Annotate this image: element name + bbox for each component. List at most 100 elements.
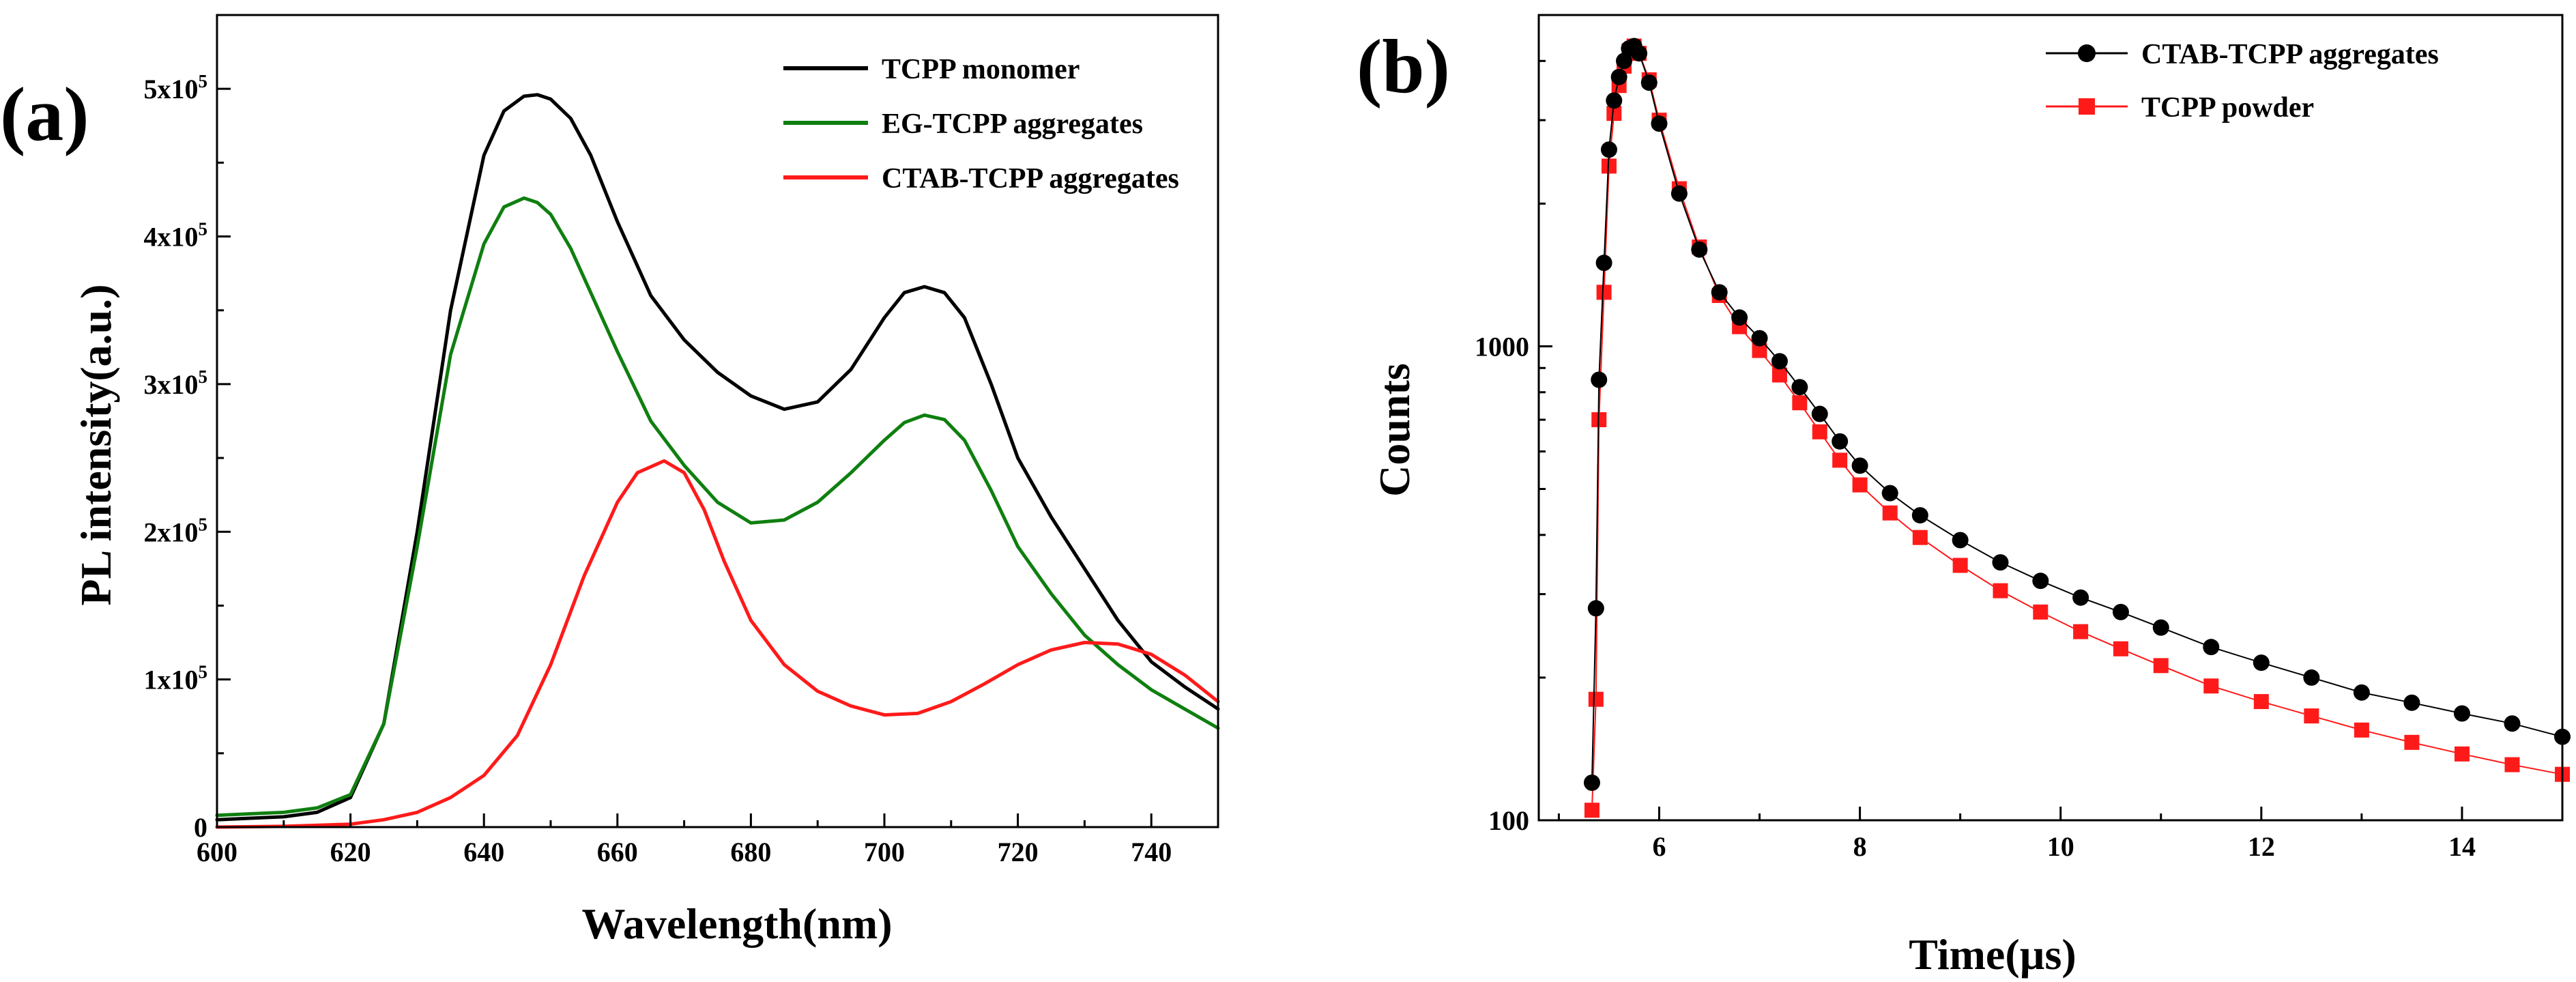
panel-a-series-line-ctab-tcpp-aggregates (215, 459, 1220, 829)
panel-b-point-ctab-tcpp (1670, 185, 1688, 202)
panel-a-y-tick-label: 3x105 (144, 366, 208, 400)
panel-a-x-tick-label: 720 (998, 837, 1039, 867)
panel-b-point-ctab-tcpp (2453, 705, 2470, 722)
panel-a-y-tick-base: 0 (194, 812, 207, 843)
panel-b-point-tcpp-powder (1812, 424, 1827, 439)
panel-b-legend-label: TCPP powder (2141, 92, 2314, 124)
panel-b-point-tcpp-powder (1832, 452, 1848, 468)
panel-a-y-tick-base: 4x10 (144, 222, 199, 252)
panel-b-point-tcpp-powder (1993, 583, 2008, 598)
panel-b-point-tcpp-powder (2304, 708, 2319, 724)
panel-a-y-tick-label: 1x105 (144, 662, 208, 695)
panel-b-point-ctab-tcpp (1616, 53, 1632, 70)
panel-b-point-ctab-tcpp (1992, 554, 2009, 571)
panel-a-plot-frame (216, 14, 1219, 828)
panel-b-legend-marker (2079, 98, 2095, 115)
panel-b-legend: CTAB-TCPP aggregates TCPP powder (2046, 39, 2439, 124)
panel-a-y-tick-exponent: 5 (199, 219, 208, 240)
panel-a-y-axis-title: PL intensity(a.u.) (72, 284, 120, 605)
panel-b-point-tcpp-powder (2203, 678, 2219, 694)
panel-b-point-ctab-tcpp (1606, 92, 1623, 109)
panel-b-point-tcpp-powder (1912, 530, 1928, 545)
panel-a-legend: TCPP monomer EG-TCPP aggregates CTAB-TCPP … (783, 54, 1179, 194)
panel-b: (b) 6 8 10 12 14 100 1000 CTAB-TCPP aggregates… (1357, 14, 2571, 979)
panel-b-point-ctab-tcpp (1600, 141, 1617, 158)
panel-a-x-tick-label: 660 (597, 837, 638, 867)
panel-b-plot-frame (1537, 14, 2564, 822)
panel-b-series-line-tcpp-powder (1591, 44, 2563, 811)
panel-a-x-tick-label: 600 (197, 837, 237, 867)
panel-a-y-tick-label: 2x105 (144, 514, 208, 547)
panel-b-point-tcpp-powder (1601, 158, 1617, 174)
panel-b-point-ctab-tcpp (2403, 694, 2420, 711)
panel-b-point-tcpp-powder (1792, 395, 1808, 411)
panel-b-point-ctab-tcpp (2112, 603, 2129, 620)
panel-b-label: (b) (1357, 25, 1450, 109)
panel-b-series-line-ctab-tcpp (1591, 45, 2563, 783)
panel-b-point-ctab-tcpp (2152, 619, 2169, 636)
panel-b-point-tcpp-powder (1584, 803, 1600, 818)
panel-a-y-tick-exponent: 5 (199, 366, 208, 387)
panel-b-point-tcpp-powder (1852, 477, 1868, 493)
panel-a-y-tick-base: 3x10 (144, 369, 199, 400)
panel-b-point-tcpp-powder (2253, 694, 2269, 710)
panel-a-x-axis-title: Wavelength(nm) (581, 899, 892, 948)
panel-b-point-ctab-tcpp (1711, 284, 1728, 301)
panel-b-point-tcpp-powder (2073, 624, 2089, 639)
panel-b-point-ctab-tcpp (1595, 255, 1612, 272)
panel-b-point-ctab-tcpp (1911, 507, 1928, 524)
panel-a-x-tick-label: 700 (864, 837, 905, 867)
panel-b-point-ctab-tcpp (2504, 715, 2521, 732)
panel-b-x-tick-label: 10 (2047, 831, 2074, 862)
panel-b-point-ctab-tcpp (1851, 457, 1868, 474)
panel-b-point-ctab-tcpp (1583, 775, 1600, 792)
panel-b-x-axis-title: Time(µs) (1909, 930, 2076, 979)
panel-b-x-tick-label: 12 (2248, 831, 2275, 862)
panel-a-x-tick-label: 740 (1131, 837, 1172, 867)
panel-a-series-line-eg-tcpp-aggregates (215, 196, 1220, 818)
panel-b-y-tick-label: 1000 (1475, 331, 1529, 362)
panel-b-y-axis-title: Counts (1370, 363, 1419, 497)
panel-a-series-line-tcpp-monomer (215, 93, 1220, 822)
panel-b-point-tcpp-powder (2504, 757, 2520, 772)
panel-b-point-tcpp-powder (1771, 367, 1787, 383)
panel-b-point-ctab-tcpp (1691, 241, 1708, 258)
panel-b-legend-marker (2078, 44, 2096, 62)
panel-b-point-tcpp-powder (2404, 734, 2420, 750)
panel-b-point-tcpp-powder (1952, 558, 1968, 573)
panel-b-point-ctab-tcpp (1811, 405, 1828, 422)
panel-a-x-tick-label: 640 (463, 837, 504, 867)
panel-b-point-tcpp-powder (1596, 285, 1612, 300)
panel-b-point-tcpp-powder (2153, 658, 2169, 674)
panel-b-point-ctab-tcpp (1771, 353, 1788, 370)
panel-b-point-ctab-tcpp (2072, 589, 2089, 606)
panel-b-x-tick-label: 8 (1853, 831, 1867, 862)
panel-b-x-tick-label: 6 (1652, 831, 1666, 862)
panel-b-point-tcpp-powder (2354, 722, 2369, 738)
panel-a-legend-label: EG-TCPP aggregates (882, 109, 1143, 140)
panel-b-point-ctab-tcpp (2353, 684, 2370, 701)
panel-b-point-ctab-tcpp (1751, 330, 1768, 347)
panel-a-x-tick-label: 620 (330, 837, 371, 867)
panel-a-label: (a) (0, 72, 89, 157)
panel-b-point-tcpp-powder (2033, 604, 2049, 620)
panel-b-point-tcpp-powder (2113, 641, 2128, 656)
panel-a-axes: 600 620 640 660 680 700 720 74001x1052x1053x105… (144, 14, 1219, 867)
panel-b-point-ctab-tcpp (2032, 573, 2049, 590)
panel-b-point-tcpp-powder (1882, 505, 1898, 521)
panel-b-point-ctab-tcpp (1952, 532, 1969, 549)
panel-b-point-ctab-tcpp (1587, 600, 1604, 617)
panel-b-point-ctab-tcpp (1832, 433, 1849, 450)
panel-a-y-tick-label: 4x105 (144, 219, 208, 252)
panel-a-y-tick-exponent: 5 (199, 514, 208, 534)
panel-b-point-tcpp-powder (1752, 343, 1767, 358)
panel-b-point-ctab-tcpp (1631, 45, 1648, 62)
panel-a: (a) 600 620 640 660 680 700 720 74001x1052x1053… (0, 14, 1220, 948)
panel-a-plot-area (215, 93, 1220, 829)
panel-b-point-ctab-tcpp (2303, 669, 2320, 686)
panel-b-point-ctab-tcpp (1591, 371, 1608, 388)
panel-b-point-ctab-tcpp (1651, 115, 1668, 132)
panel-b-point-ctab-tcpp (1731, 309, 1748, 326)
panel-b-point-ctab-tcpp (1791, 379, 1808, 396)
